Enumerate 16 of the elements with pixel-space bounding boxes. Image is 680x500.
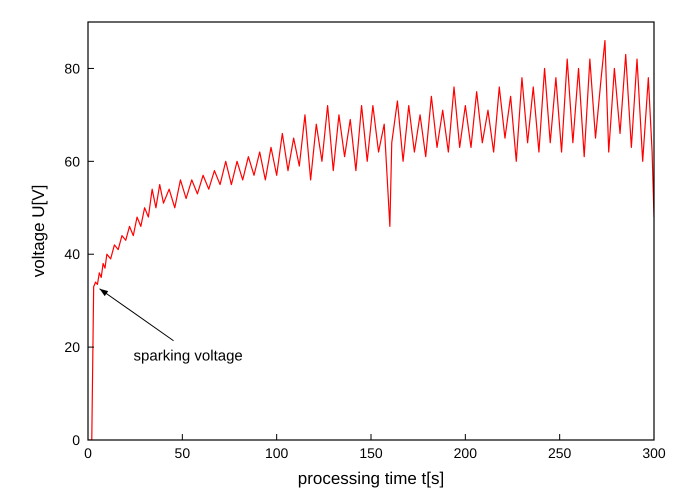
y-tick-label: 60: [64, 153, 80, 170]
x-tick-label: 300: [642, 445, 666, 461]
y-tick-label: 0: [72, 432, 80, 448]
line-series: [88, 40, 654, 440]
x-tick-label: 150: [359, 445, 383, 461]
x-tick-label: 200: [454, 445, 478, 461]
x-tick-label: 100: [264, 445, 289, 461]
x-tick-label: 50: [174, 445, 190, 461]
y-axis-title: voltage U[V]: [29, 184, 48, 278]
y-tick-label: 80: [64, 60, 80, 76]
x-axis-title: processing time t[s]: [298, 469, 444, 488]
annotation: sparking voltage: [134, 348, 243, 365]
x-tick-label: 0: [84, 445, 92, 461]
y-tick-label: 40: [64, 246, 80, 262]
x-tick-label: 250: [548, 445, 572, 461]
y-tick-label: 20: [64, 339, 80, 356]
